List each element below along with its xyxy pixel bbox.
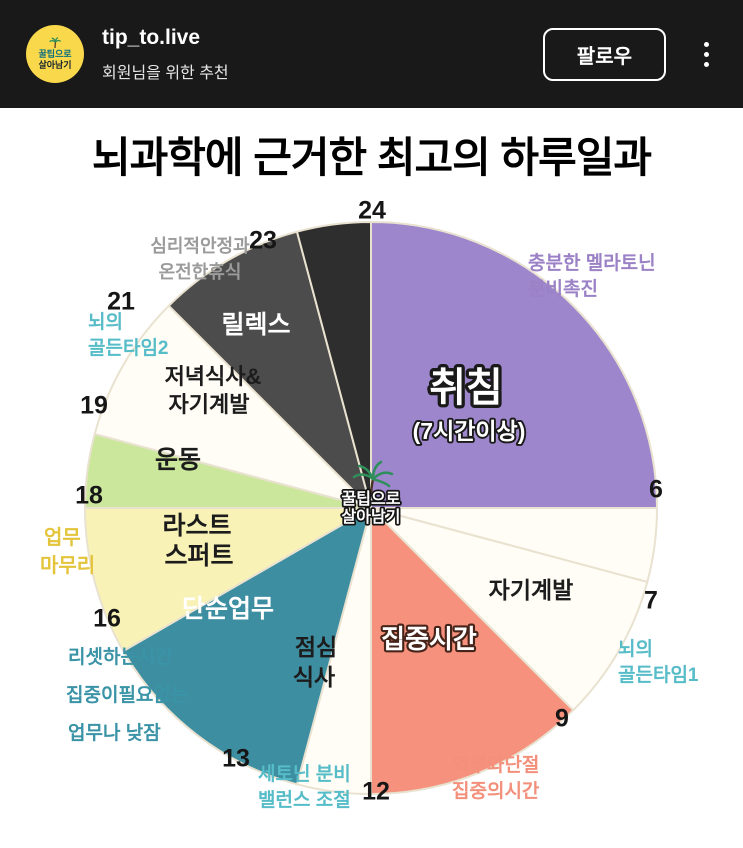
annotation-label: 충분한 멜라토닌 bbox=[528, 252, 656, 274]
center-logo-text: 꿀팁으로 bbox=[342, 489, 401, 508]
segment-label: 점심 bbox=[295, 634, 337, 660]
segment-label: 단순업무 bbox=[182, 595, 274, 623]
pie-segment-취침 (7시간이상) bbox=[370, 220, 658, 509]
hour-label-13: 13 bbox=[222, 744, 250, 772]
segment-label: (7시간이상) bbox=[413, 418, 526, 444]
annotation-label: 업무나 낮잠 bbox=[68, 722, 161, 744]
annotation-label: 뇌의 bbox=[618, 638, 653, 660]
segment-label: 자기계발 bbox=[489, 577, 574, 603]
palm-tree-icon bbox=[49, 37, 62, 49]
palm-fronds-icon bbox=[352, 460, 394, 487]
pie-segment-집중시간 bbox=[370, 506, 575, 795]
segment-label: 릴렉스 bbox=[221, 311, 290, 339]
hour-label-18: 18 bbox=[75, 481, 103, 509]
hour-label-24: 24 bbox=[358, 196, 386, 224]
annotation-label: 집중이필요없는 bbox=[66, 684, 188, 706]
hour-label-23: 23 bbox=[249, 226, 277, 254]
center-logo-text: 살아남기 bbox=[342, 508, 401, 526]
pie-segment-자기계발 bbox=[370, 506, 649, 711]
hour-label-21: 21 bbox=[107, 287, 135, 315]
segment-label: 저녁식사& bbox=[165, 364, 262, 389]
hour-label-19: 19 bbox=[80, 391, 108, 419]
segment-label: 취침 bbox=[429, 366, 503, 410]
hour-label-12: 12 bbox=[362, 777, 390, 805]
annotation-label: 분비촉진 bbox=[528, 278, 598, 300]
more-options-icon[interactable] bbox=[696, 34, 717, 75]
annotation-label: 뇌의 bbox=[88, 311, 123, 333]
avatar[interactable]: 꿀팁으로 살아남기 bbox=[26, 25, 84, 83]
post-header: 꿀팁으로 살아남기 tip_to.live 회원님을 위한 추천 팔로우 bbox=[0, 0, 743, 108]
pie-segment-라스트 스퍼트 bbox=[84, 506, 372, 652]
recommendation-label: 회원님을 위한 추천 bbox=[102, 64, 229, 82]
annotation-label: 리셋하는시간 bbox=[68, 646, 173, 668]
annotation-label: 골든타임2 bbox=[88, 337, 169, 359]
annotation-label: 온전한휴식 bbox=[159, 262, 242, 282]
annotation-label: 업무 bbox=[44, 526, 81, 549]
segment-label: 집중시간 bbox=[381, 624, 477, 654]
annotation-label: 골든타임1 bbox=[618, 664, 699, 686]
pie-segment-hour-23 bbox=[296, 220, 372, 509]
pie-segment-릴렉스 bbox=[167, 230, 372, 509]
annotation-label: 마무리 bbox=[40, 554, 95, 577]
post-title: 뇌과학에 근거한 최고의 하루일과 bbox=[92, 134, 652, 181]
annotation-label: 세토닌 분비 bbox=[258, 763, 351, 785]
annotation-label: 집중의시간 bbox=[452, 780, 540, 802]
segment-label: 라스트 bbox=[162, 512, 231, 540]
annotation-label: 밸런스 조절 bbox=[258, 789, 351, 811]
palm-tree-icon bbox=[369, 478, 375, 496]
username[interactable]: tip_to.live bbox=[102, 25, 201, 49]
segment-label: 식사 bbox=[293, 664, 335, 690]
pie-segment-저녁식사&자기계발 bbox=[93, 304, 372, 509]
hour-label-7: 7 bbox=[644, 586, 658, 614]
hour-label-9: 9 bbox=[555, 704, 569, 732]
avatar-text-bottom: 살아남기 bbox=[38, 60, 72, 70]
hour-label-6: 6 bbox=[649, 475, 663, 503]
segment-label: 자기계발 bbox=[169, 392, 250, 417]
account-info: tip_to.live 회원님을 위한 추천 bbox=[102, 26, 229, 83]
avatar-text-top: 꿀팁으로 bbox=[38, 49, 72, 60]
segment-label: 운동 bbox=[155, 446, 201, 474]
annotation-label: 심리적안정과 bbox=[150, 236, 250, 256]
hour-label-16: 16 bbox=[93, 604, 121, 632]
pie-segment-단순업무 bbox=[122, 506, 372, 785]
follow-button[interactable]: 팔로우 bbox=[542, 27, 666, 81]
segment-label: 스퍼트 bbox=[164, 542, 233, 570]
annotation-label: 외부와단절 bbox=[452, 754, 539, 776]
